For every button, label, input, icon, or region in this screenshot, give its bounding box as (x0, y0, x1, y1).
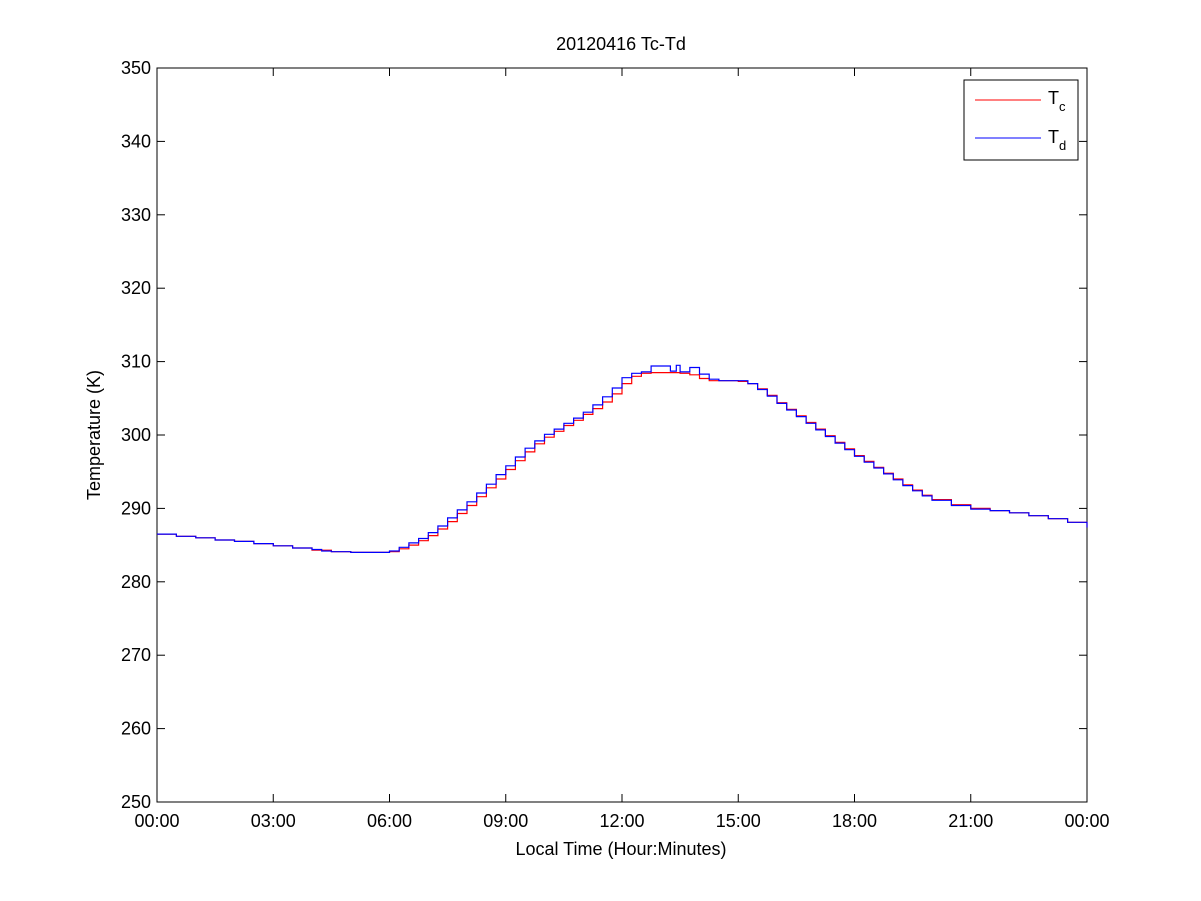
x-tick-label: 06:00 (367, 811, 412, 831)
x-tick-label: 00:00 (134, 811, 179, 831)
y-tick-label: 260 (121, 719, 151, 739)
y-tick-label: 280 (121, 572, 151, 592)
x-tick-label: 00:00 (1064, 811, 1109, 831)
y-axis: 250 260 270 280 290 300 310 320 330 340 350 (121, 58, 1087, 812)
y-tick-label: 320 (121, 278, 151, 298)
chart-title: 20120416 Tc-Td (556, 34, 686, 54)
legend-label-td: Td (1048, 127, 1066, 153)
legend-label-tc-main: T (1048, 88, 1059, 108)
y-tick-label: 350 (121, 58, 151, 78)
y-tick-label: 330 (121, 205, 151, 225)
legend-label-tc-sub: c (1059, 99, 1066, 114)
x-tick-label: 03:00 (251, 811, 296, 831)
x-tick-label: 09:00 (483, 811, 528, 831)
x-axis: 00:00 03:00 06:00 09:00 12:00 15:00 18:00 21:00… (134, 68, 1110, 831)
x-axis-label: Local Time (Hour:Minutes) (515, 839, 726, 859)
plot-area (156, 67, 1088, 803)
legend-label-tc: Tc (1048, 88, 1066, 114)
x-tick-label: 18:00 (832, 811, 877, 831)
y-tick-label: 290 (121, 498, 151, 518)
x-tick-label: 12:00 (599, 811, 644, 831)
legend-label-td-sub: d (1059, 138, 1066, 153)
plot-lines (157, 364, 1088, 553)
x-tick-label: 21:00 (948, 811, 993, 831)
x-tick-label: 15:00 (716, 811, 761, 831)
y-axis-label: Temperature (K) (84, 370, 104, 500)
y-tick-label: 250 (121, 792, 151, 812)
legend: Tc Td (963, 79, 1079, 161)
legend-label-td-main: T (1048, 127, 1059, 147)
y-tick-label: 300 (121, 425, 151, 445)
y-tick-label: 270 (121, 645, 151, 665)
series-line-td (157, 364, 1088, 553)
legend-box (963, 79, 1079, 161)
y-tick-label: 340 (121, 131, 151, 151)
y-tick-label: 310 (121, 352, 151, 372)
